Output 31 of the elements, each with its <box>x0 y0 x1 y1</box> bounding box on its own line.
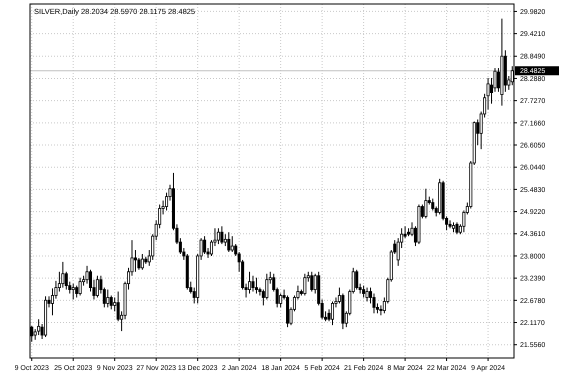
candlestick <box>75 285 78 298</box>
candlestick <box>72 283 75 300</box>
candlestick <box>248 271 252 294</box>
candlestick <box>379 304 382 316</box>
candlestick <box>106 289 110 308</box>
candlestick <box>96 275 99 298</box>
candlestick <box>61 261 64 288</box>
candlestick <box>86 265 89 284</box>
candlestick <box>424 188 428 219</box>
candlestick <box>220 226 224 245</box>
candlestick <box>303 273 306 296</box>
candlestick <box>216 228 220 245</box>
candlestick <box>279 293 282 308</box>
candlestick <box>37 318 40 336</box>
candlestick <box>455 222 458 235</box>
candlestick <box>227 232 230 252</box>
candlestick <box>366 287 369 302</box>
candlestick <box>251 275 255 292</box>
candlestick <box>254 277 258 294</box>
candlestick <box>134 250 137 272</box>
candlestick <box>230 236 234 252</box>
candlestick <box>140 253 144 270</box>
candlestick <box>203 236 206 254</box>
candlestick <box>78 277 82 296</box>
candlestick <box>224 234 227 247</box>
candlestick <box>452 222 456 233</box>
candlestick <box>330 300 334 326</box>
candlestick <box>355 269 358 290</box>
candlestick <box>362 285 366 298</box>
candlestick <box>404 226 407 239</box>
candlestick <box>310 271 314 292</box>
